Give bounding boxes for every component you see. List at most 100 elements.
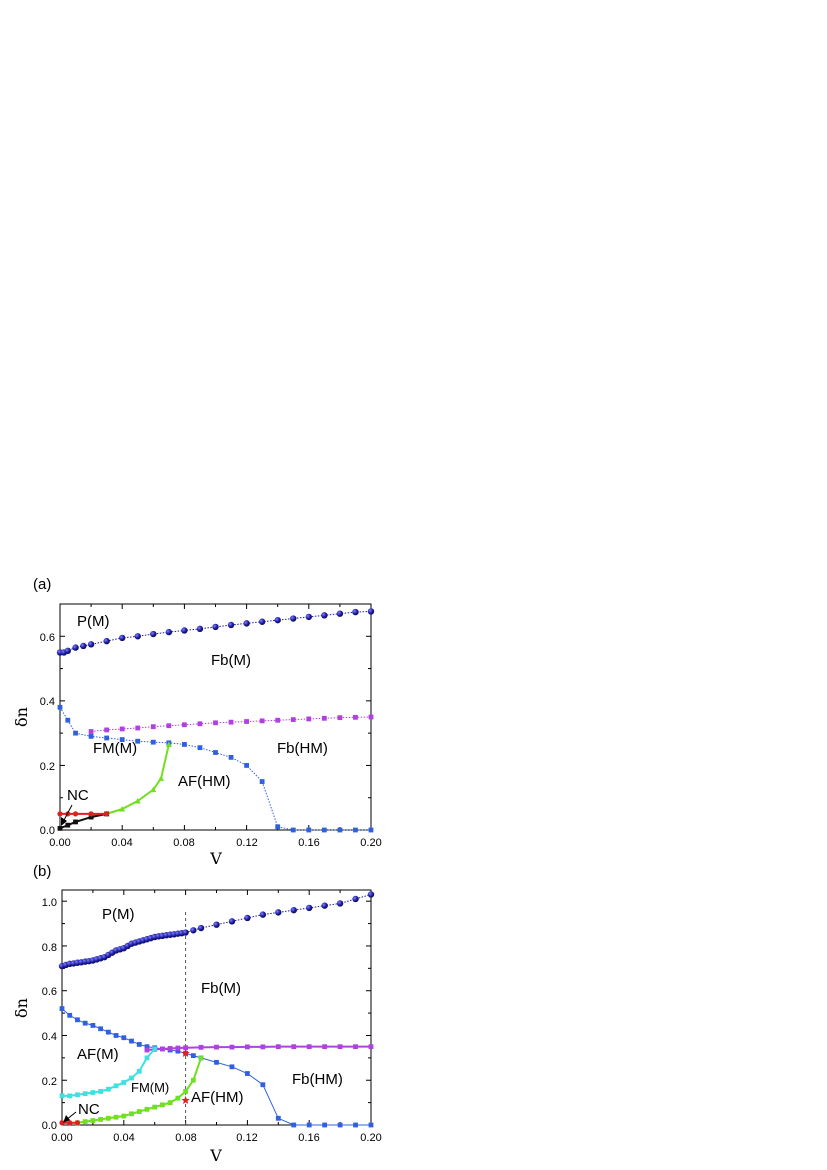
data-point — [119, 634, 126, 642]
data-point — [213, 750, 218, 755]
data-point — [336, 610, 344, 617]
data-point — [65, 717, 71, 723]
data-point — [103, 637, 110, 645]
data-point — [244, 914, 251, 922]
data-point — [181, 627, 188, 634]
data-point — [321, 827, 327, 833]
data-point — [197, 745, 203, 751]
data-point — [80, 642, 87, 650]
data-point — [67, 1012, 73, 1018]
series-4 — [75, 1055, 204, 1126]
data-point — [175, 1095, 181, 1101]
data-point — [259, 779, 265, 784]
data-point — [182, 929, 189, 936]
data-point — [158, 775, 165, 781]
data-point — [291, 1122, 297, 1128]
region-label-nc: NC — [67, 787, 89, 804]
data-point — [290, 615, 297, 622]
series-1 — [59, 1006, 374, 1128]
data-point — [306, 827, 312, 833]
panel-a: (a) 0.00 0.04 0.08 0.12 0.16 0.20 0.0 0.… — [12, 576, 382, 868]
data-point — [98, 1117, 104, 1122]
data-point — [190, 927, 197, 934]
data-point — [113, 1033, 119, 1038]
data-point — [166, 723, 172, 729]
nc-arrowhead-a — [61, 817, 67, 826]
data-point — [72, 811, 79, 817]
data-point — [72, 644, 79, 651]
data-point — [275, 909, 282, 916]
data-point — [136, 1109, 142, 1114]
data-point — [368, 1122, 374, 1128]
data-point — [88, 811, 94, 817]
y-tick-label: 0.0 — [40, 825, 55, 837]
data-point — [129, 1111, 134, 1117]
data-point — [129, 1075, 134, 1081]
data-point — [244, 719, 249, 724]
data-point — [88, 729, 94, 734]
data-point — [57, 811, 63, 817]
data-point — [213, 921, 220, 928]
tick-labels-y-a: 0.0 0.2 0.4 0.6 — [40, 632, 55, 837]
data-point — [260, 1082, 266, 1088]
x-tick-label: 0.20 — [360, 1132, 381, 1144]
data-point — [88, 814, 94, 820]
data-point — [337, 715, 343, 721]
data-point — [105, 1029, 111, 1035]
data-point — [244, 763, 249, 768]
region-label-af-hm: AF(HM) — [191, 1089, 244, 1106]
region-label-af-m: AF(M) — [77, 1046, 119, 1063]
region-label-af-hm: AF(HM) — [178, 773, 231, 790]
data-point — [290, 906, 297, 914]
region-label-fb-hm: Fb(HM) — [292, 1071, 343, 1088]
data-point — [367, 891, 375, 898]
data-point — [67, 1093, 73, 1099]
data-point — [306, 1044, 312, 1050]
data-point — [353, 1044, 358, 1050]
data-point — [119, 806, 126, 812]
data-point — [274, 616, 281, 624]
data-point — [105, 1115, 111, 1121]
data-point — [321, 612, 328, 619]
data-point — [150, 739, 156, 745]
data-point — [74, 1120, 81, 1126]
data-point — [245, 1044, 250, 1050]
tick-labels-x-a: 0.00 0.04 0.08 0.12 0.16 0.20 — [49, 837, 381, 849]
data-point — [150, 724, 156, 730]
series-2 — [57, 704, 374, 833]
data-point — [306, 904, 313, 912]
nc-arrow-a — [62, 804, 73, 823]
panel-label-b: (b) — [33, 863, 51, 880]
x-tick-label: 0.12 — [236, 837, 257, 849]
data-point — [167, 1100, 173, 1106]
data-point — [144, 1106, 150, 1112]
x-tick-label: 0.04 — [111, 837, 132, 849]
y-axis-title-b: δn — [12, 998, 31, 1018]
data-point — [190, 1077, 196, 1083]
series-line — [146, 1045, 371, 1052]
x-tick-label: 0.00 — [49, 837, 70, 849]
data-point — [87, 641, 95, 648]
data-point — [321, 902, 328, 909]
data-point — [119, 737, 125, 742]
data-point — [104, 811, 110, 817]
data-point — [259, 718, 265, 724]
data-point — [228, 754, 234, 760]
data-point — [165, 741, 172, 747]
data-point — [82, 1119, 88, 1125]
data-point — [59, 1120, 65, 1126]
data-point — [214, 1044, 219, 1050]
data-point — [134, 797, 141, 804]
data-point — [104, 735, 110, 741]
y-tick-label: 0.2 — [40, 761, 55, 773]
data-point — [352, 608, 359, 616]
data-point — [337, 827, 343, 833]
data-point — [353, 1122, 358, 1128]
data-point — [260, 1044, 266, 1050]
y-tick-label: 0.4 — [42, 1031, 57, 1043]
data-point — [82, 1091, 88, 1097]
data-point — [144, 1055, 150, 1061]
region-label-fm-m: FM(M) — [131, 1080, 169, 1095]
data-point — [105, 1086, 111, 1092]
